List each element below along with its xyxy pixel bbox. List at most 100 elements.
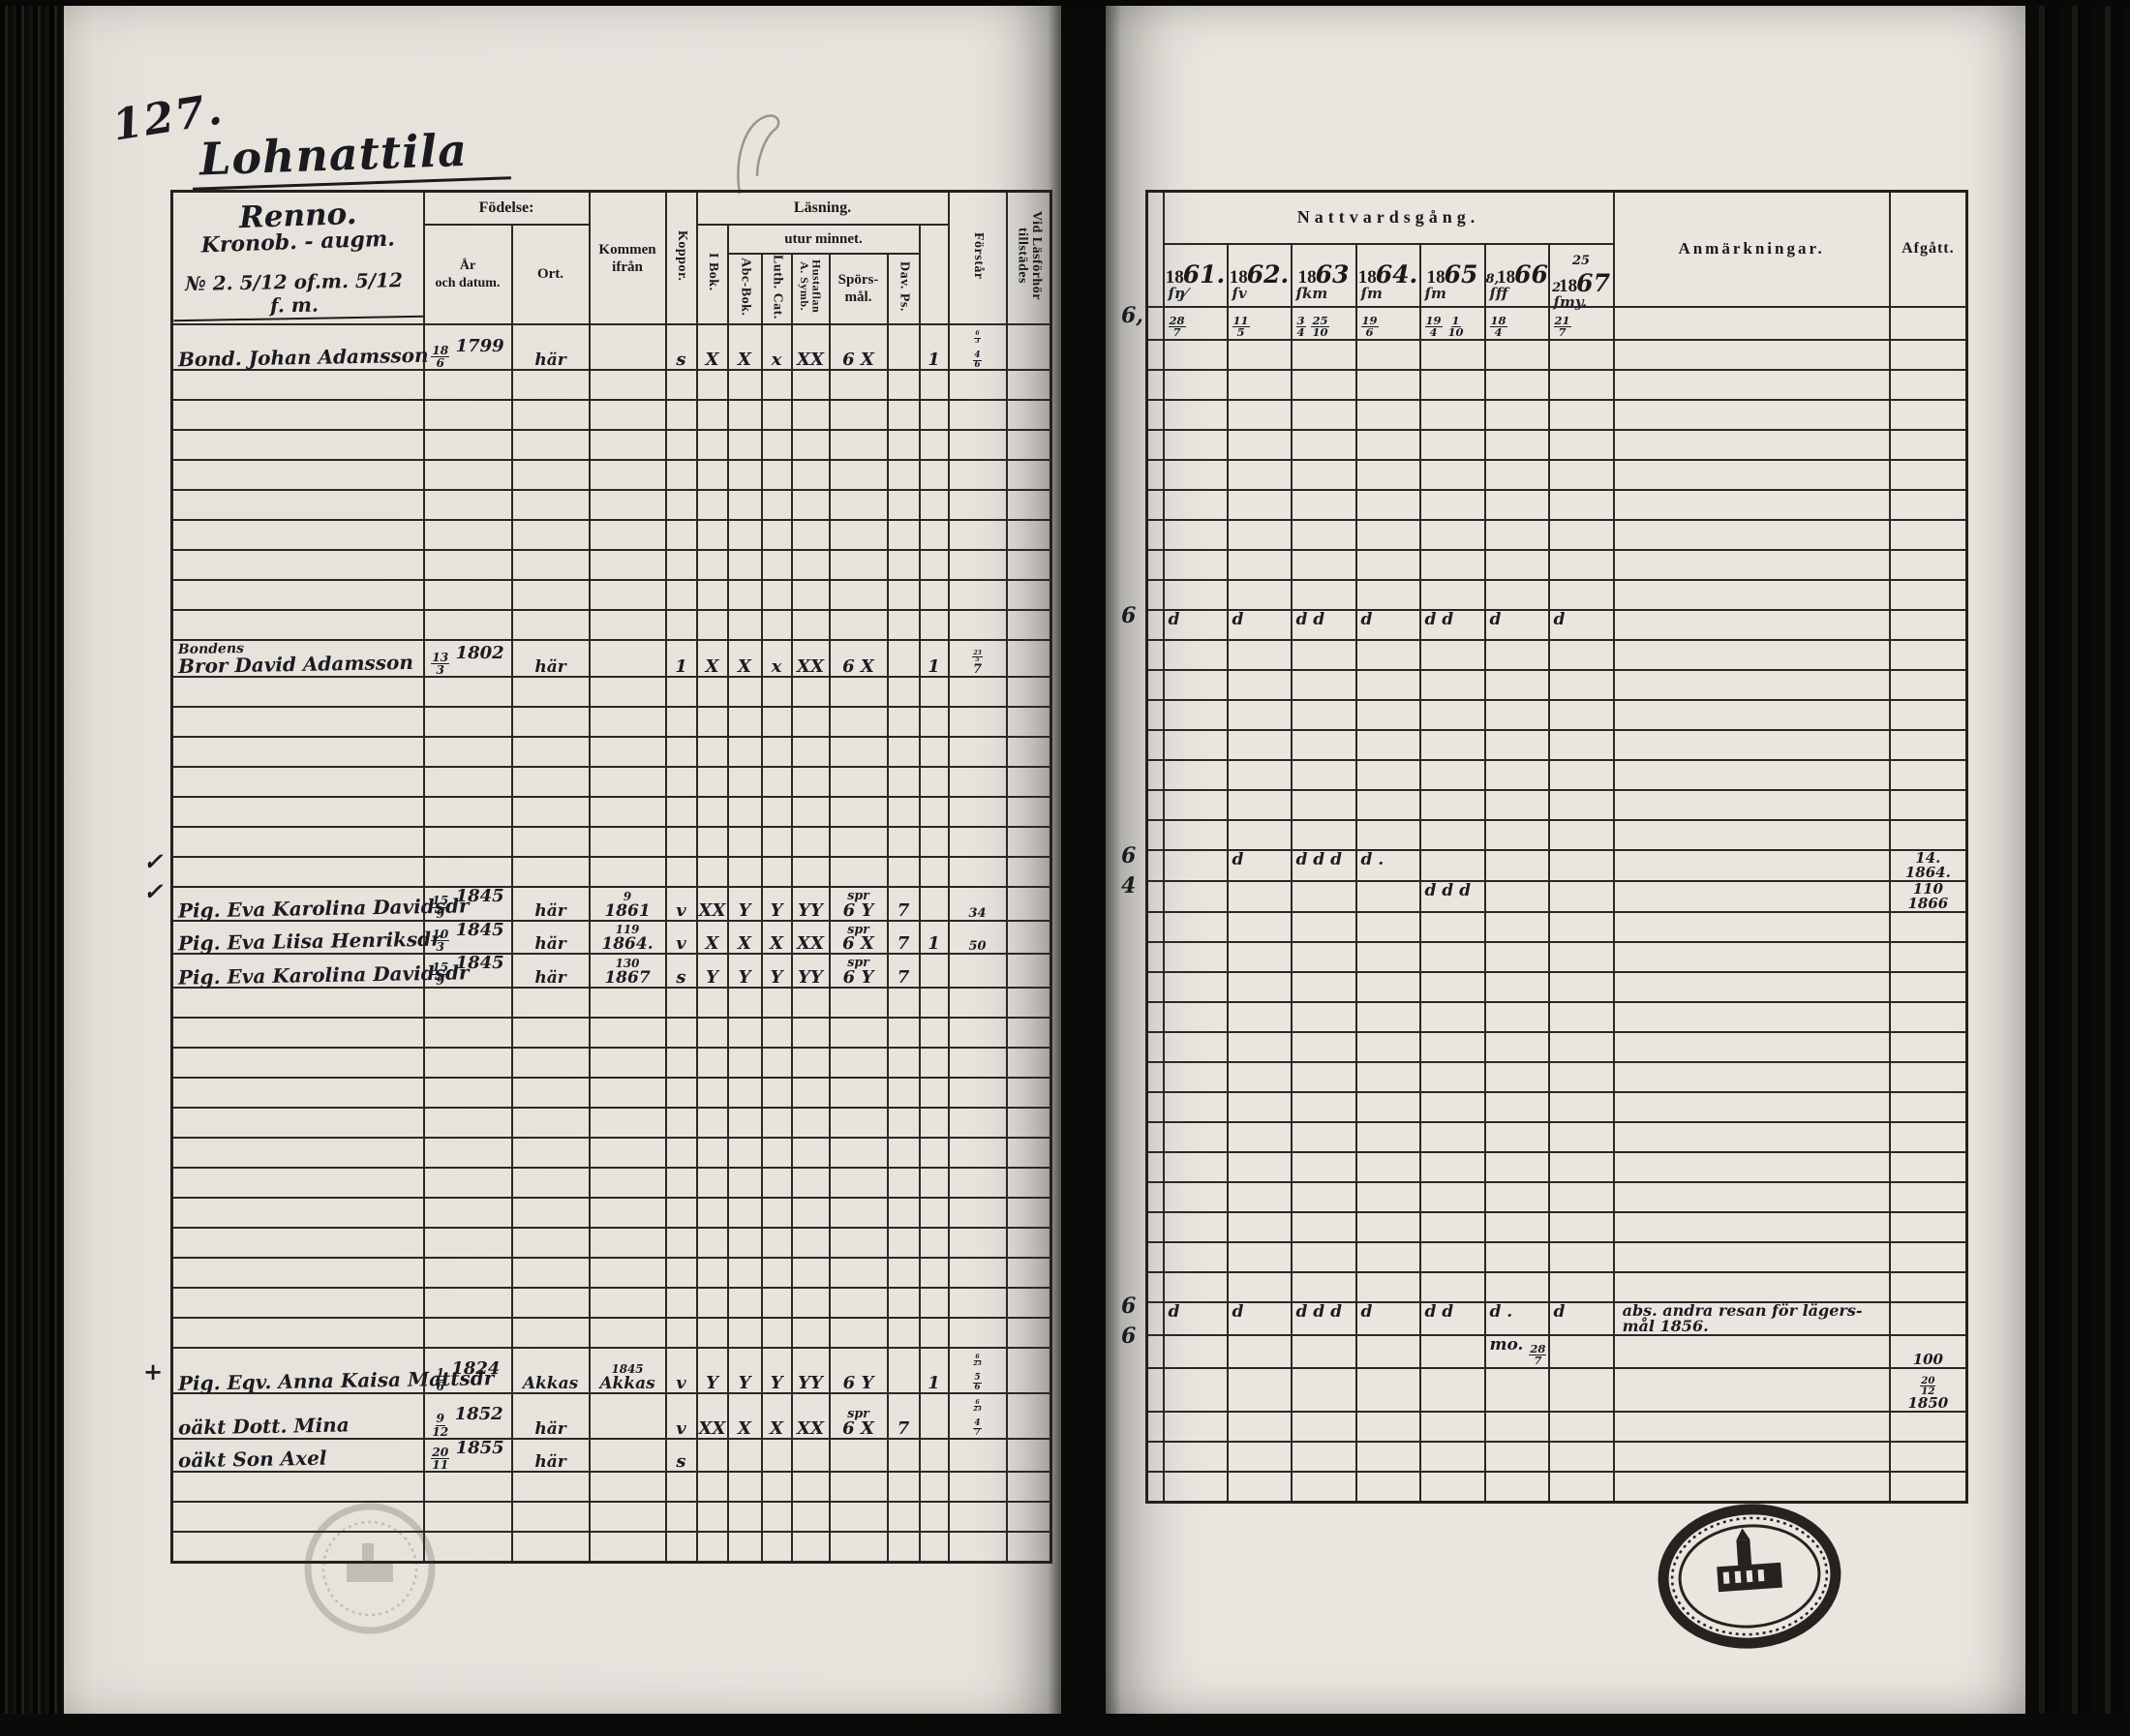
record-cell-tail: [1005, 1106, 1052, 1139]
communion-cell: [1483, 1000, 1550, 1033]
record-cell-birth: [422, 1256, 513, 1289]
communion-cell: [1354, 758, 1421, 791]
record-cell-hust: [790, 369, 831, 402]
record-cell-birth: [422, 609, 513, 642]
margin-cell: [1145, 1180, 1165, 1213]
record-cell-tail: [1005, 429, 1052, 462]
record-cell-vid: [947, 1016, 1008, 1049]
record-cell-name: [170, 736, 425, 769]
record-cell-ort: [510, 1316, 591, 1349]
departed-cell: [1888, 1030, 1968, 1063]
year-header: 25 21867 ſmy.: [1547, 242, 1615, 311]
margin-cell: [1145, 458, 1165, 491]
record-cell-name: [170, 459, 425, 492]
communion-cell: [1162, 940, 1229, 973]
record-cell-abc: Y: [726, 1346, 763, 1394]
record-cell-dav: [886, 1286, 921, 1319]
record-cell-ort: [510, 609, 591, 642]
record-cell-name: [170, 1316, 425, 1349]
record-cell-abc: [726, 459, 763, 492]
record-cell-koppor: v: [664, 919, 698, 956]
record-cell-ibok: [695, 579, 729, 612]
record-cell-forstar: [918, 1106, 950, 1139]
record-cell-vid: [947, 856, 1008, 889]
remarks-cell: [1612, 578, 1891, 611]
margin-cell: [1145, 1060, 1165, 1093]
record-cell-dav: [886, 1106, 921, 1139]
communion-cell: [1290, 1090, 1357, 1123]
record-cell-koppor: [664, 1286, 698, 1319]
communion-cell: [1162, 1210, 1229, 1243]
record-cell-koppor: [664, 986, 698, 1019]
record-cell-dav: [886, 1437, 921, 1474]
communion-cell: [1483, 428, 1550, 461]
communion-cell: [1226, 1060, 1293, 1093]
record-cell-abc: [726, 579, 763, 612]
record-cell-ort: [510, 1016, 591, 1049]
record-cell-ibok: [695, 609, 729, 642]
record-cell-kommen: [588, 1196, 667, 1229]
communion-cell: [1354, 1240, 1421, 1273]
record-cell-hust: [790, 856, 831, 889]
communion-cell: [1483, 518, 1550, 551]
record-cell-spors: [828, 1076, 889, 1109]
communion-cell: [1354, 879, 1421, 913]
record-cell-hust: [790, 736, 831, 769]
record-cell-hust: [790, 549, 831, 582]
record-cell-spors: [828, 1196, 889, 1229]
record-cell-tail: [1005, 369, 1052, 402]
communion-header: Nattvardsgång.: [1162, 190, 1615, 245]
communion-cell: [1290, 1240, 1357, 1273]
communion-cell: [1418, 1411, 1486, 1444]
communion-cell: [1418, 940, 1486, 973]
margin-cell: [1145, 879, 1165, 913]
record-cell-ort: [510, 579, 591, 612]
record-cell-abc: [726, 796, 763, 829]
remarks-cell: [1612, 758, 1891, 791]
record-cell-hust: [790, 826, 831, 859]
communion-cell: [1483, 1411, 1550, 1444]
departed-cell: [1888, 488, 1968, 521]
communion-cell: [1418, 1150, 1486, 1183]
record-cell-dav: [886, 369, 921, 402]
remarks-cell: [1612, 940, 1891, 973]
margin-cell: [1145, 910, 1165, 943]
margin-cell: [1145, 668, 1165, 701]
communion-cell: [1483, 879, 1550, 913]
communion-cell: [1226, 879, 1293, 913]
record-cell-dav: [886, 1046, 921, 1079]
record-cell-hust: XX: [790, 639, 831, 679]
communion-cell: [1483, 1090, 1550, 1123]
record-cell-hust: [790, 986, 831, 1019]
record-cell-dav: [886, 489, 921, 522]
communion-cell: [1483, 1210, 1550, 1243]
record-cell-vid: 23 5 7: [947, 639, 1008, 679]
record-cell-dav: 7: [886, 953, 921, 989]
departed-cell: [1888, 458, 1968, 491]
departed-cell: 100: [1888, 1333, 1968, 1369]
remarks-cell: [1612, 338, 1891, 371]
record-cell-vid: [947, 706, 1008, 739]
record-cell-spors: [828, 369, 889, 402]
record-cell-forstar: [918, 856, 950, 889]
communion-cell: [1226, 788, 1293, 821]
record-cell-name: [170, 796, 425, 829]
communion-cell: [1162, 338, 1229, 371]
record-cell-luth: Y: [760, 886, 793, 922]
record-cell-name: [170, 766, 425, 799]
record-cell-ort: [510, 1286, 591, 1319]
communion-cell: [1547, 458, 1615, 491]
communion-cell: [1162, 1471, 1229, 1504]
communion-cell: [1354, 668, 1421, 701]
communion-cell: [1162, 1411, 1229, 1444]
record-cell-tail: [1005, 1196, 1052, 1229]
departed-cell: [1888, 638, 1968, 671]
departed-cell: [1888, 728, 1968, 761]
record-cell-spors: [828, 1256, 889, 1289]
record-cell-ort: här: [510, 886, 591, 922]
record-cell-luth: [760, 1196, 793, 1229]
record-cell-abc: [726, 736, 763, 769]
record-cell-forstar: [918, 1046, 950, 1079]
record-cell-ort: [510, 519, 591, 552]
record-cell-tail: [1005, 1256, 1052, 1289]
